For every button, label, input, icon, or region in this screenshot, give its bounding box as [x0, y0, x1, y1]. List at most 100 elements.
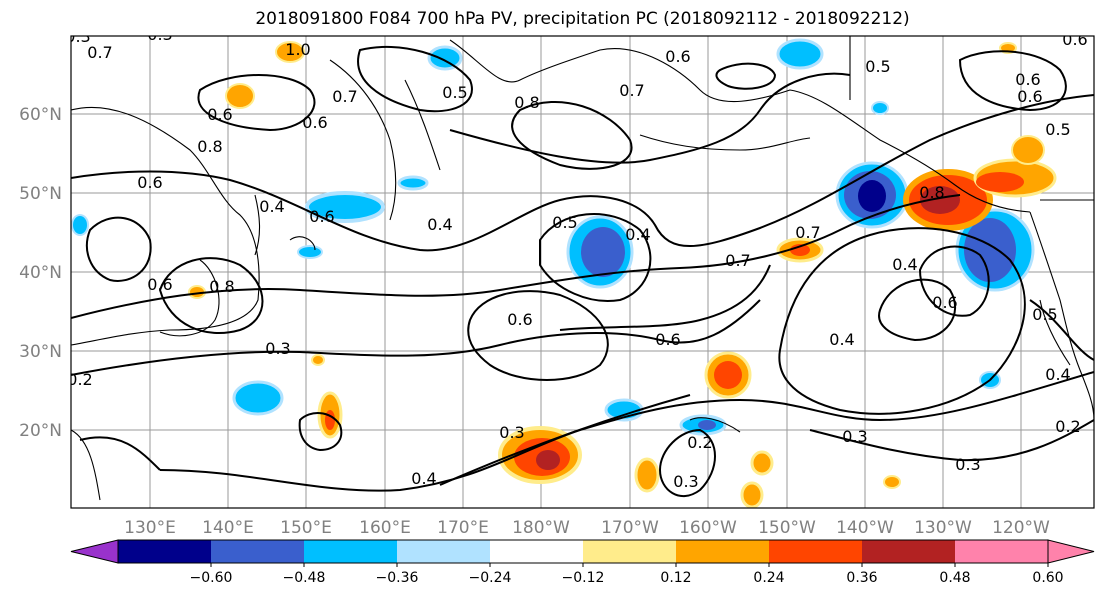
contour-value-label: 0.5	[865, 57, 890, 76]
contour-value-label: 0.3	[499, 423, 524, 442]
colorbar-tick-label: 0.48	[939, 570, 970, 586]
precipitation-shading	[71, 38, 1057, 508]
positive-precip-peak	[920, 186, 960, 214]
contour-value-label: 1.0	[285, 40, 310, 59]
contour-value-label: 0.6	[932, 293, 957, 312]
contour-value-label: 0.6	[309, 207, 334, 226]
colorbar-tick-label: −0.48	[283, 570, 326, 586]
contour-value-label: 0.3	[265, 339, 290, 358]
longitude-tick-label: 150°E	[280, 518, 332, 538]
positive-precip-patch	[311, 354, 325, 366]
latitude-tick-label: 40°N	[19, 263, 62, 283]
colorbar-extend-max	[1047, 539, 1095, 564]
colorbar-segment	[397, 540, 491, 563]
contour-value-label: 0.2	[67, 370, 92, 389]
latitude-tick-label: 30°N	[19, 342, 62, 362]
negative-precip-patch	[71, 214, 89, 236]
positive-precip-peak	[536, 450, 560, 470]
contour-value-label: 0.7	[795, 223, 820, 242]
colorbar-segment	[583, 540, 677, 563]
positive-precip-patch	[740, 481, 764, 508]
contour-value-label: 0.3	[955, 455, 980, 474]
coastlines	[71, 36, 1094, 501]
contour-value-label: 0.6	[655, 330, 680, 349]
contour-value-label: 0.8	[514, 93, 539, 112]
contour-value-label: 0.4	[829, 330, 854, 349]
contour-value-label: 0.3	[673, 472, 698, 491]
colorbar-segment	[118, 540, 212, 563]
negative-precip-core	[698, 420, 716, 430]
longitude-tick-label: 160°W	[679, 518, 737, 538]
longitude-labels: 130°E 140°E 150°E 160°E 170°E 180°W 170°W 160°W…	[124, 518, 1050, 538]
negative-precip-patch	[397, 175, 429, 191]
positive-precip-patch	[225, 83, 255, 109]
negative-precip-core	[581, 227, 625, 277]
longitude-tick-label: 120°W	[992, 518, 1050, 538]
latitude-tick-label: 60°N	[19, 105, 62, 125]
positive-precip-patch	[883, 475, 901, 489]
contour-value-label: 0.8	[197, 137, 222, 156]
positive-precip-patch	[634, 457, 660, 493]
contour-value-label: 0.2	[1055, 417, 1080, 436]
longitude-tick-label: 170°E	[437, 518, 489, 538]
contour-value-label: 0.4	[259, 197, 284, 216]
colorbar-tick-label: 0.12	[660, 570, 691, 586]
contour-value-label: 0.5	[442, 83, 467, 102]
contour-value-label: 0.4	[892, 255, 917, 274]
contour-value-label: 0.8	[209, 277, 234, 296]
longitude-tick-label: 130°E	[124, 518, 176, 538]
latitude-labels: 60°N 50°N 40°N 30°N 20°N	[19, 105, 62, 441]
contour-value-label: 0.3	[65, 27, 90, 46]
colorbar-segment	[769, 540, 863, 563]
contour-value-label: 0.4	[625, 225, 650, 244]
negative-precip-patch	[427, 45, 463, 71]
longitude-tick-label: 140°W	[836, 518, 894, 538]
contour-value-label: 0.2	[687, 433, 712, 452]
colorbar-segment	[676, 540, 770, 563]
contour-value-label: 0.6	[207, 105, 232, 124]
longitude-tick-label: 150°W	[758, 518, 816, 538]
longitude-tick-label: 180°W	[512, 518, 570, 538]
latitude-tick-label: 20°N	[19, 421, 62, 441]
contour-value-label: 0.6	[665, 47, 690, 66]
positive-precip-patch	[1011, 135, 1045, 165]
negative-precip-core	[964, 218, 1016, 282]
contour-value-label: 0.6	[1015, 70, 1040, 89]
negative-precip-patch	[305, 191, 385, 223]
colorbar-tick-label: −0.24	[469, 570, 512, 586]
negative-precip-patch	[776, 38, 824, 70]
contour-value-label: 0.7	[332, 87, 357, 106]
positive-precip-core	[976, 172, 1024, 192]
contour-value-label: 0.3	[842, 427, 867, 446]
positive-precip-core	[714, 361, 742, 389]
colorbar-segment	[490, 540, 584, 563]
positive-precip-core	[325, 410, 335, 430]
longitude-tick-label: 170°W	[601, 518, 659, 538]
contour-value-label: 0.7	[619, 81, 644, 100]
colorbar-segment	[955, 540, 1049, 563]
contour-value-label: 0.6	[302, 113, 327, 132]
colorbar: −0.60 −0.48 −0.36 −0.24 −0.12 0.12 0.24 0.36 0.4…	[70, 539, 1095, 586]
map-title: 2018091800 F084 700 hPa PV, precipitatio…	[255, 9, 910, 29]
longitude-tick-label: 140°E	[202, 518, 254, 538]
pv-contours	[71, 45, 1094, 497]
contour-value-label: 0.7	[725, 251, 750, 270]
contour-value-label: 0.4	[411, 469, 436, 488]
colorbar-tick-label: 0.24	[753, 570, 784, 586]
contour-value-label: 0.6	[1062, 30, 1087, 49]
contour-value-label: 0.3	[147, 25, 172, 44]
latitude-tick-label: 50°N	[19, 184, 62, 204]
colorbar-tick-label: 0.36	[846, 570, 877, 586]
colorbar-tick-label: −0.12	[562, 570, 605, 586]
longitude-tick-label: 130°W	[914, 518, 972, 538]
colorbar-tick-label: 0.60	[1032, 570, 1063, 586]
colorbar-segment	[862, 540, 956, 563]
negative-precip-patch	[232, 380, 284, 416]
colorbar-segment	[211, 540, 305, 563]
colorbar-tick-label: −0.36	[376, 570, 419, 586]
contour-value-label: 0.8	[919, 183, 944, 202]
contour-value-label: 0.5	[1032, 305, 1057, 324]
contour-value-label: 0.6	[147, 275, 172, 294]
positive-precip-patch	[750, 450, 774, 476]
negative-precip-peak	[858, 180, 886, 212]
